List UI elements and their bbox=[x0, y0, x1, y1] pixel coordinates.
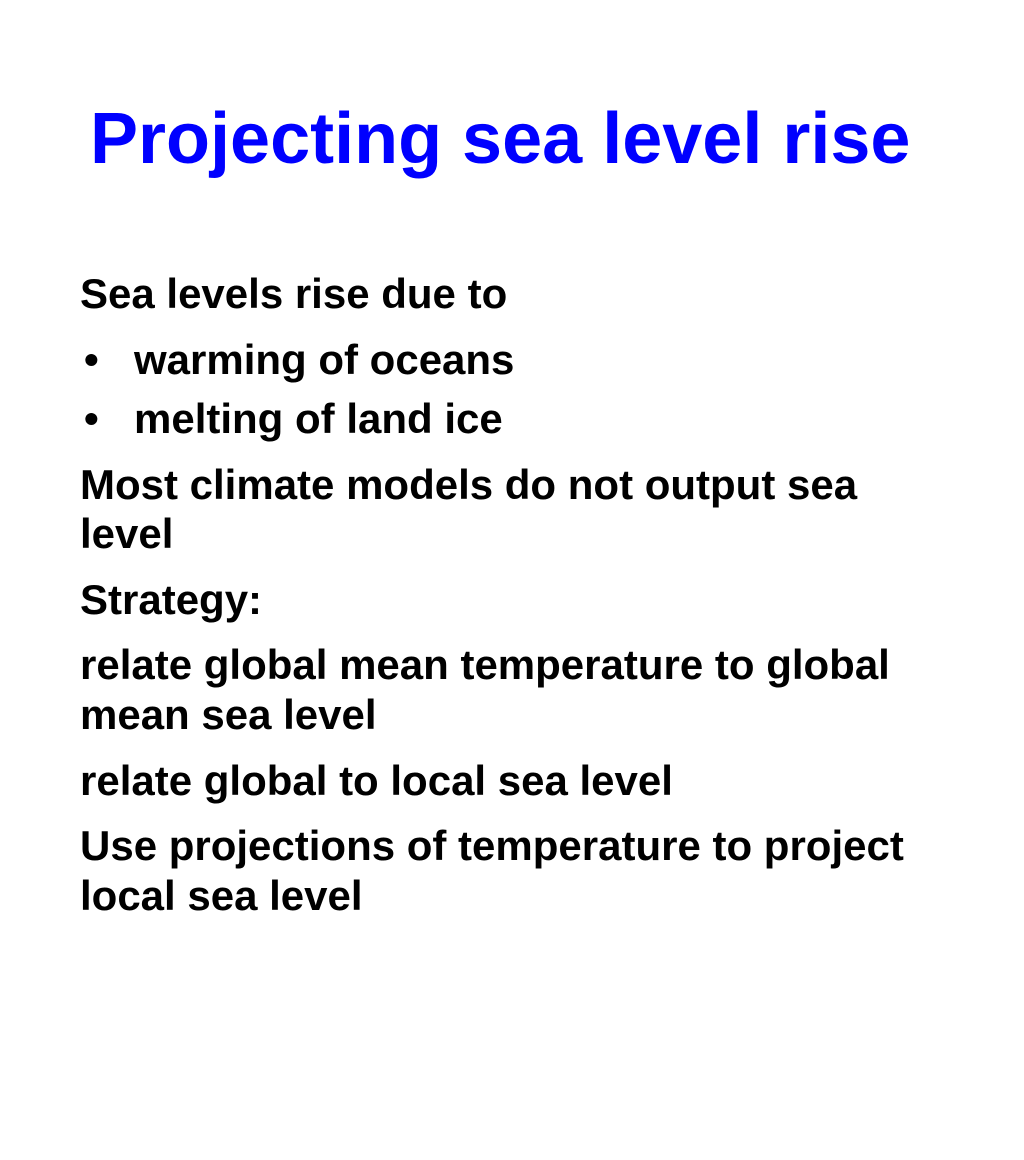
bullet-dot-icon: • bbox=[80, 394, 134, 444]
bullet-item: • melting of land ice bbox=[80, 394, 954, 444]
bullet-text: warming of oceans bbox=[134, 335, 954, 385]
body-paragraph: Use projections of temperature to projec… bbox=[80, 821, 954, 920]
slide-title: Projecting sea level rise bbox=[90, 100, 954, 179]
bullet-dot-icon: • bbox=[80, 335, 134, 385]
body-paragraph: Strategy: bbox=[80, 575, 954, 625]
body-paragraph: relate global mean temperature to global… bbox=[80, 640, 954, 739]
slide: Projecting sea level rise Sea levels ris… bbox=[0, 0, 1024, 920]
bullet-item: • warming of oceans bbox=[80, 335, 954, 385]
slide-body: Sea levels rise due to • warming of ocea… bbox=[80, 269, 954, 920]
bullet-text: melting of land ice bbox=[134, 394, 954, 444]
body-paragraph: Most climate models do not output sea le… bbox=[80, 460, 954, 559]
body-paragraph: relate global to local sea level bbox=[80, 756, 954, 806]
intro-line: Sea levels rise due to bbox=[80, 269, 954, 319]
